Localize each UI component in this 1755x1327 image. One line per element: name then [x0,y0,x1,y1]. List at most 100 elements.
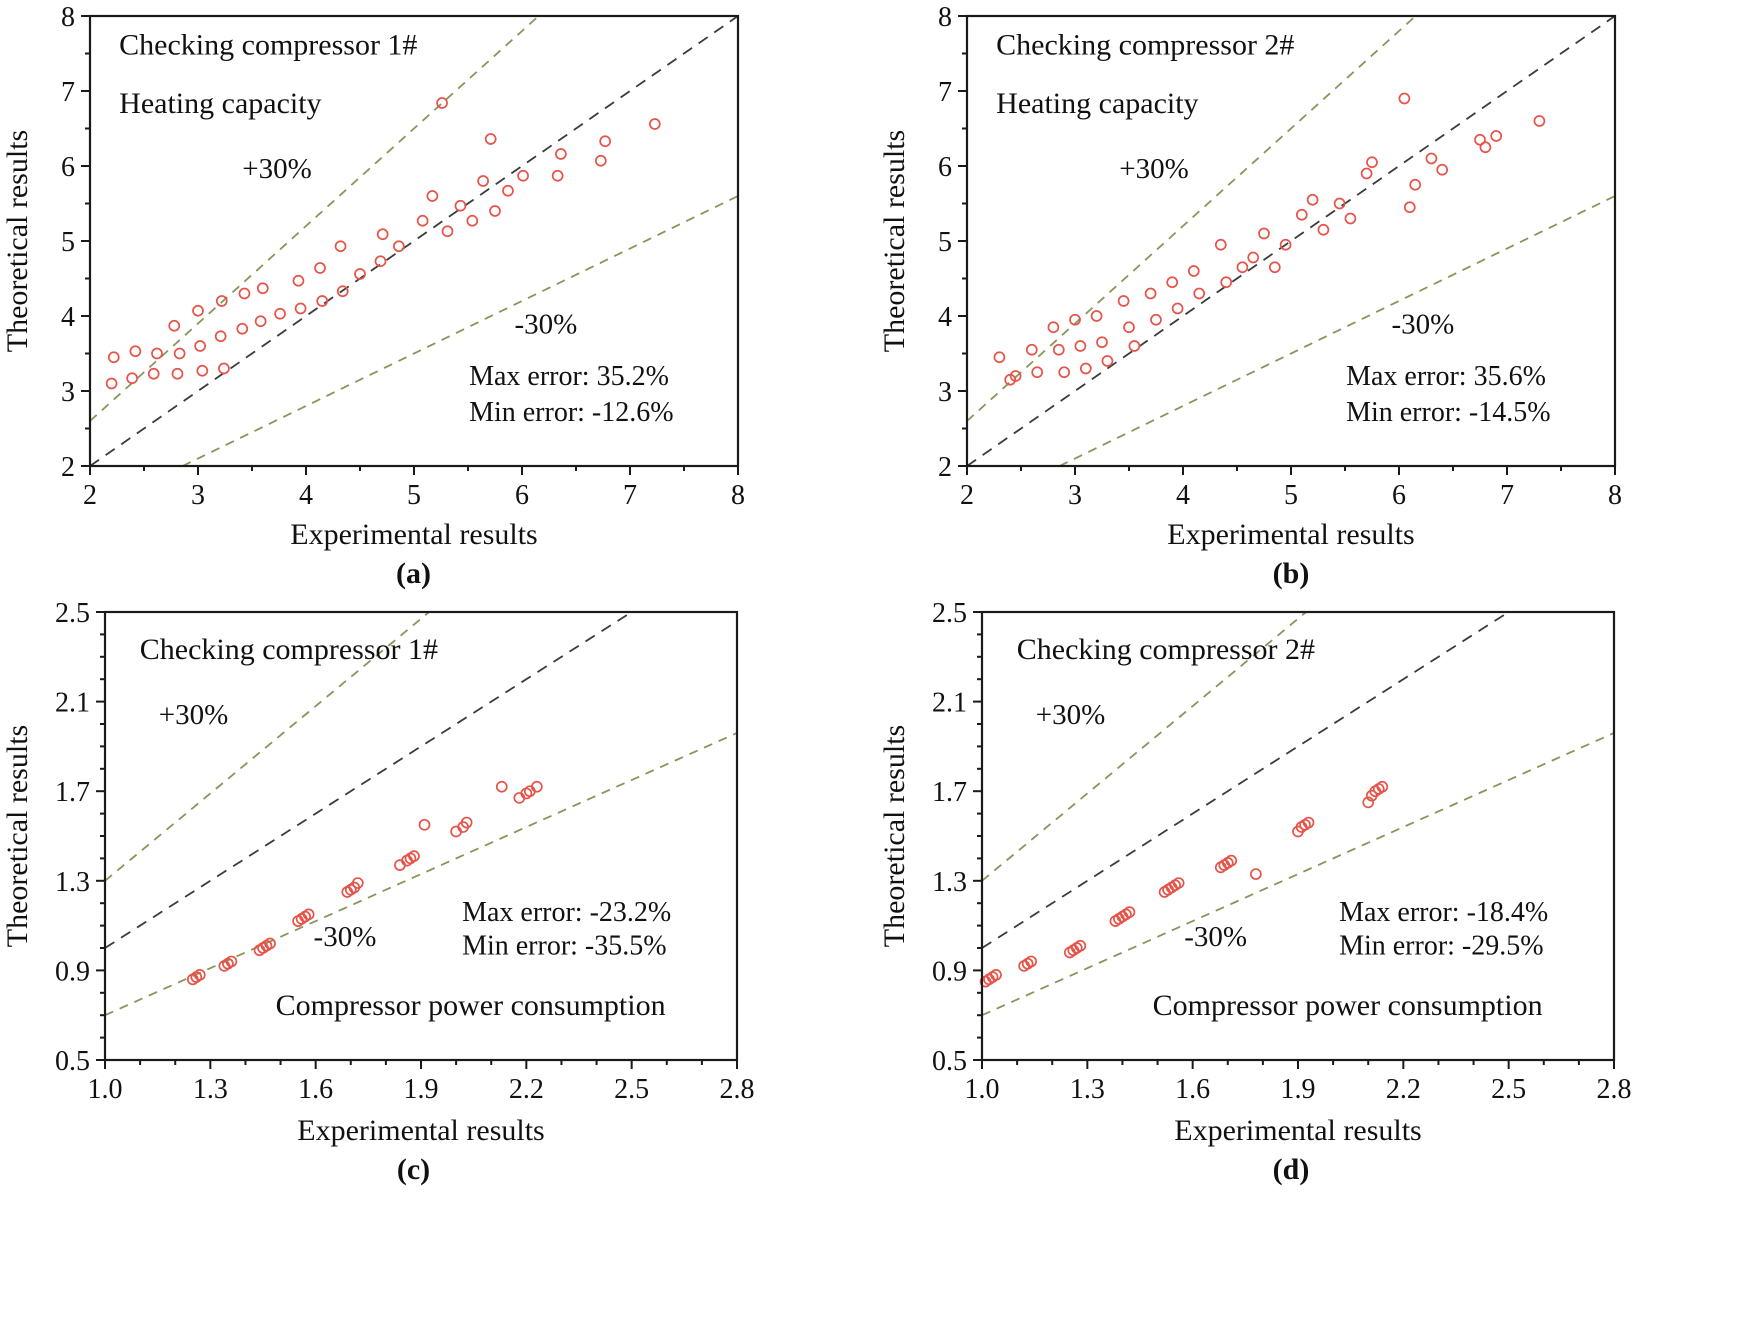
svg-text:5: 5 [61,227,75,258]
svg-text:1.3: 1.3 [1070,1074,1105,1105]
annotation-minus-30-label: -30% [314,921,377,953]
x-axis-label: Experimental results [1167,518,1414,551]
svg-text:2.5: 2.5 [614,1074,649,1105]
refline-plus-30-line [104,611,430,882]
svg-text:1.7: 1.7 [932,777,967,808]
svg-text:0.9: 0.9 [55,956,90,987]
chart-a-heating-capacity: 2 3 4 5 6 7 8 2 3 4 5 6 7 8 Experimental results Theore… [1,2,745,551]
svg-text:7: 7 [1500,480,1514,511]
annotation-plus-30-label: +30% [1119,153,1189,185]
svg-text:6: 6 [938,152,952,183]
svg-text:5: 5 [938,227,952,258]
scatter-points [186,780,543,986]
annotation-min-error: Min error: -29.5% [1339,931,1544,962]
svg-text:1.9: 1.9 [404,1074,439,1105]
svg-text:4: 4 [938,302,952,333]
scatter-points [105,97,661,390]
annotation-minus-30-label: -30% [1184,921,1247,953]
svg-text:1.6: 1.6 [1175,1074,1210,1105]
scatter-points [979,780,1389,988]
x-axis-label: Experimental results [1174,1114,1421,1147]
axis-ticks [96,611,738,1069]
svg-text:2.5: 2.5 [55,598,90,629]
svg-text:7: 7 [938,77,952,108]
svg-text:0.5: 0.5 [932,1046,967,1077]
annotation-plus-30-label: +30% [159,699,229,731]
caption-a: (a) [396,557,431,590]
svg-text:2.5: 2.5 [932,598,967,629]
refline-minus-30-line [182,195,739,467]
refline-identity [981,611,1510,949]
annotation-title: Checking compressor 1# [119,28,417,61]
svg-text:1.9: 1.9 [1281,1074,1316,1105]
annotation-min-error: Min error: -12.6% [469,397,674,428]
tick-labels: 1.0 1.3 1.6 1.9 2.2 2.5 2.8 0.5 0.9 1.3 1.7 2.1 2.5 [932,598,1632,1105]
svg-text:2.2: 2.2 [1386,1074,1421,1105]
annotation-plus-30-label: +30% [1036,699,1106,731]
plot-area-c: 1.0 1.3 1.6 1.9 2.2 2.5 2.8 0.5 0.9 1.3 1.7 2.1 2.5 E… [1,598,755,1147]
svg-text:8: 8 [938,2,952,33]
annotation-title: Checking compressor 2# [1017,633,1315,666]
figure-validation-panels: 2 3 4 5 6 7 8 2 3 4 5 6 7 8 Experimental results Theore… [0,2,1755,1194]
y-axis-label: Theoretical results [1,725,34,947]
svg-text:1.0: 1.0 [88,1074,123,1105]
panel-d: 1.0 1.3 1.6 1.9 2.2 2.5 2.8 0.5 0.9 1.3 1.7 2.1 2.5 E… [877,598,1755,1194]
refline-minus-30-line [1059,195,1616,467]
svg-text:1.7: 1.7 [55,777,90,808]
svg-text:1.3: 1.3 [932,867,967,898]
annotation-max-error: Max error: -18.4% [1339,897,1548,928]
svg-text:2.1: 2.1 [55,688,90,719]
refline-plus-30-line [89,15,540,422]
svg-text:2: 2 [938,452,952,483]
axis-ticks [81,15,739,475]
svg-text:0.9: 0.9 [932,956,967,987]
svg-text:1.3: 1.3 [193,1074,228,1105]
annotation-title: Checking compressor 2# [996,28,1294,61]
plot-area-d: 1.0 1.3 1.6 1.9 2.2 2.5 2.8 0.5 0.9 1.3 1.7 2.1 2.5 E… [878,598,1632,1147]
svg-text:2: 2 [61,452,75,483]
tick-labels: 2 3 4 5 6 7 8 2 3 4 5 6 7 8 [61,2,745,511]
x-axis-label: Experimental results [290,518,537,551]
annotation-title: Checking compressor 1# [140,633,438,666]
svg-text:3: 3 [938,377,952,408]
svg-text:3: 3 [61,377,75,408]
plot-area-b: 2 3 4 5 6 7 8 2 3 4 5 6 7 8 Experimental results Theore… [878,2,1622,551]
annotation-min-error: Min error: -35.5% [462,931,667,962]
scatter-points [993,92,1546,386]
svg-text:8: 8 [1608,480,1622,511]
svg-text:5: 5 [1284,480,1298,511]
svg-text:4: 4 [299,480,313,511]
chart-b-heating-capacity: 2 3 4 5 6 7 8 2 3 4 5 6 7 8 Experimental results Theore… [878,2,1622,551]
axis-ticks [958,15,1616,475]
annotation-quantity: Compressor power consumption [276,989,666,1022]
svg-text:6: 6 [1392,480,1406,511]
annotation-min-error: Min error: -14.5% [1346,397,1551,428]
svg-text:7: 7 [61,77,75,108]
svg-text:2.8: 2.8 [1597,1074,1632,1105]
svg-text:2.1: 2.1 [932,688,967,719]
annotation-quantity: Heating capacity [119,87,321,120]
svg-text:6: 6 [515,480,529,511]
svg-text:2: 2 [960,480,974,511]
caption-c: (c) [396,1153,431,1186]
tick-labels: 1.0 1.3 1.6 1.9 2.2 2.5 2.8 0.5 0.9 1.3 1.7 2.1 2.5 [55,598,755,1105]
svg-text:1.6: 1.6 [298,1074,333,1105]
svg-text:1.0: 1.0 [965,1074,1000,1105]
panel-c: 1.0 1.3 1.6 1.9 2.2 2.5 2.8 0.5 0.9 1.3 1.7 2.1 2.5 E… [0,598,877,1194]
svg-text:2: 2 [83,480,97,511]
svg-text:2.2: 2.2 [509,1074,544,1105]
svg-text:0.5: 0.5 [55,1046,90,1077]
annotation-max-error: Max error: 35.6% [1346,361,1546,392]
annotation-minus-30-label: -30% [514,308,577,340]
svg-text:4: 4 [61,302,75,333]
svg-text:5: 5 [407,480,421,511]
x-axis-label: Experimental results [297,1114,544,1147]
refline-minus-30-line [981,732,1615,1017]
annotation-quantity: Compressor power consumption [1153,989,1543,1022]
panel-b: 2 3 4 5 6 7 8 2 3 4 5 6 7 8 Experimental results Theore… [877,2,1755,598]
svg-text:3: 3 [1068,480,1082,511]
annotation-max-error: Max error: 35.2% [469,361,669,392]
caption-d: (d) [1272,1153,1310,1186]
svg-text:1.3: 1.3 [55,867,90,898]
svg-text:6: 6 [61,152,75,183]
